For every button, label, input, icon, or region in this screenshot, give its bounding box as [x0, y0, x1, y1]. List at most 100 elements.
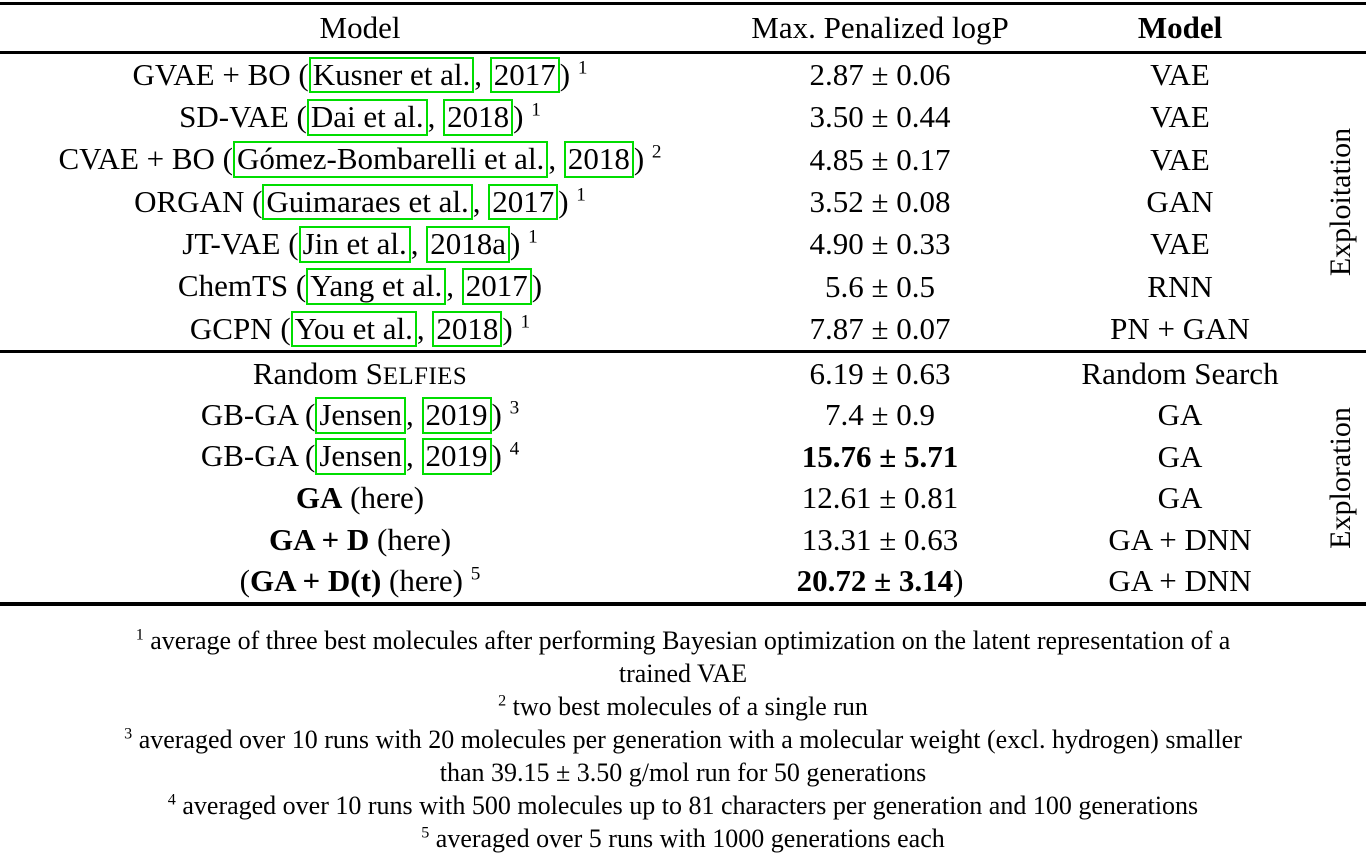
footnote-marker: 1: [135, 626, 144, 644]
text: ): [502, 310, 521, 346]
citation-link[interactable]: Yang et al.: [306, 268, 447, 305]
model-cell: GA + D (here): [0, 522, 720, 558]
citation-link[interactable]: 2017: [489, 56, 560, 94]
citation-link[interactable]: Dai et al.: [306, 99, 428, 136]
text: ,: [446, 268, 462, 304]
logp-value-cell: 7.87 ± 0.07: [720, 311, 1040, 347]
section-exploration: Random SELFIES 6.19 ± 0.63 Random Search GB…: [0, 353, 1366, 602]
table-row: SD-VAE (Dai et al., 2018) 1 3.50 ± 0.44 VA…: [0, 96, 1320, 138]
section-rows-1: GVAE + BO (Kusner et al., 2017) 1 2.87 ± …: [0, 54, 1320, 350]
model-cell: GB-GA (Jensen, 2019) 3: [0, 396, 720, 434]
model-cell: CVAE + BO (Gómez-Bombarelli et al., 2018…: [0, 141, 720, 178]
footnote: 3 averaged over 10 runs with 20 molecule…: [124, 725, 1242, 787]
citation-link[interactable]: Gómez-Bombarelli et al.: [233, 141, 549, 178]
text: ORGAN (: [134, 183, 263, 219]
text: ,: [416, 310, 433, 346]
citation-link[interactable]: Guimaraes et al.: [262, 183, 473, 221]
bold-text: GA: [295, 480, 343, 516]
citation-link[interactable]: 2017: [461, 268, 532, 305]
model-type-cell: GA: [1157, 480, 1203, 516]
model-cell: GA (here): [0, 480, 720, 516]
citation-link[interactable]: 2019: [421, 396, 492, 434]
column-header-model-type: Model: [1137, 10, 1223, 45]
text: ,: [472, 183, 489, 219]
model-type-cell: VAE: [1150, 226, 1210, 262]
bold-text: 20.72 ± 3.14: [796, 563, 954, 599]
model-type-cell: GA + DNN: [1108, 563, 1252, 599]
group-label-exploration: Exploration: [1324, 406, 1357, 549]
model-cell: GB-GA (Jensen, 2019) 4: [0, 438, 720, 476]
logp-value-cell: 4.90 ± 0.33: [720, 226, 1040, 262]
footnote-marker: 1: [528, 226, 538, 248]
model-type-cell: GA + DNN: [1108, 521, 1252, 557]
citation-link[interactable]: Jensen: [315, 438, 406, 476]
table-row: GA (here) 12.61 ± 0.81 GA: [0, 478, 1320, 520]
footnote-marker: 1: [576, 184, 586, 206]
text: ): [491, 438, 510, 474]
footnote-marker: 4: [167, 791, 176, 809]
footnote-marker: 4: [509, 439, 520, 461]
top-rule: [0, 2, 1366, 5]
text: GCPN (: [189, 310, 291, 346]
text: Random S: [252, 355, 383, 391]
text: ,: [427, 99, 444, 135]
logp-value-cell: 7.4 ± 0.9: [720, 397, 1040, 433]
section-exploitation: GVAE + BO (Kusner et al., 2017) 1 2.87 ± …: [0, 54, 1366, 350]
footnotes: 1 average of three best molecules after …: [0, 624, 1366, 855]
citation-link[interactable]: You et al.: [290, 310, 417, 348]
citation-link[interactable]: Kusner et al.: [308, 56, 475, 94]
text: ): [558, 183, 577, 219]
model-type-cell: GA: [1157, 397, 1203, 433]
text: 7.87 ± 0.07: [809, 310, 951, 346]
logp-value-cell: 15.76 ± 5.71: [720, 439, 1040, 475]
table-header-row: Model Max. Penalized logP Model: [0, 5, 1320, 51]
logp-value-cell: 20.72 ± 3.14): [720, 563, 1040, 599]
column-header-logp: Max. Penalized logP: [751, 10, 1009, 45]
citation-link[interactable]: 2018: [443, 99, 514, 136]
model-type-cell: GA: [1157, 438, 1203, 474]
text: 3.52 ± 0.08: [809, 183, 951, 219]
footnote-marker: 2: [651, 142, 662, 164]
text: GVAE + BO (: [132, 56, 309, 92]
text: 4.85 ± 0.17: [809, 141, 951, 177]
model-cell: GCPN (You et al., 2018) 1: [0, 310, 720, 348]
text: ,: [474, 56, 490, 92]
table-row: GCPN (You et al., 2018) 1 7.87 ± 0.07 PN +…: [0, 308, 1320, 350]
citation-link[interactable]: 2017: [488, 183, 559, 221]
citation-link[interactable]: 2018a: [426, 226, 510, 263]
table-row: JT-VAE (Jin et al., 2018a) 1 4.90 ± 0.33 V…: [0, 223, 1320, 265]
bold-text: GA + D: [268, 521, 370, 557]
citation-link[interactable]: Jensen: [315, 396, 406, 434]
model-type-cell: RNN: [1147, 268, 1213, 304]
model-cell: JT-VAE (Jin et al., 2018a) 1: [0, 226, 720, 263]
footnote-marker: 3: [124, 725, 133, 743]
footnote-rule: [0, 602, 1366, 606]
citation-link[interactable]: Jin et al.: [298, 226, 411, 263]
table-row: ORGAN (Guimaraes et al., 2017) 1 3.52 ± 0…: [0, 181, 1320, 223]
logp-value-cell: 3.52 ± 0.08: [720, 184, 1040, 220]
table-row: CVAE + BO (Gómez-Bombarelli et al., 2018…: [0, 139, 1320, 181]
table-row: GB-GA (Jensen, 2019) 4 15.76 ± 5.71 GA: [0, 436, 1320, 478]
citation-link[interactable]: 2019: [421, 438, 492, 476]
text: SD-VAE (: [179, 99, 307, 135]
model-cell: ORGAN (Guimaraes et al., 2017) 1: [0, 183, 720, 221]
group-label-exploitation: Exploitation: [1324, 127, 1357, 277]
footnote: 4 averaged over 10 runs with 500 molecul…: [167, 791, 1199, 820]
text: (here): [369, 521, 452, 557]
text: ): [953, 563, 964, 599]
text: ,: [406, 438, 422, 474]
table-row: GA + D (here) 13.31 ± 0.63 GA + DNN: [0, 519, 1320, 561]
text: ChemTS (: [177, 268, 307, 304]
table-row: (GA + D(t) (here) 5 20.72 ± 3.14) GA + DNN: [0, 561, 1320, 603]
footnote: 2 two best molecules of a single run: [498, 692, 868, 721]
citation-link[interactable]: 2018: [432, 310, 503, 348]
logp-value-cell: 12.61 ± 0.81: [720, 480, 1040, 516]
citation-link[interactable]: 2018: [563, 141, 634, 178]
model-type-cell: VAE: [1150, 99, 1210, 135]
text: ,: [548, 141, 564, 177]
model-cell: GVAE + BO (Kusner et al., 2017) 1: [0, 56, 720, 94]
table-row: GVAE + BO (Kusner et al., 2017) 1 2.87 ± …: [0, 54, 1320, 96]
footnote: 1 average of three best molecules after …: [135, 626, 1231, 688]
bold-text: GA + D(t): [249, 563, 382, 599]
